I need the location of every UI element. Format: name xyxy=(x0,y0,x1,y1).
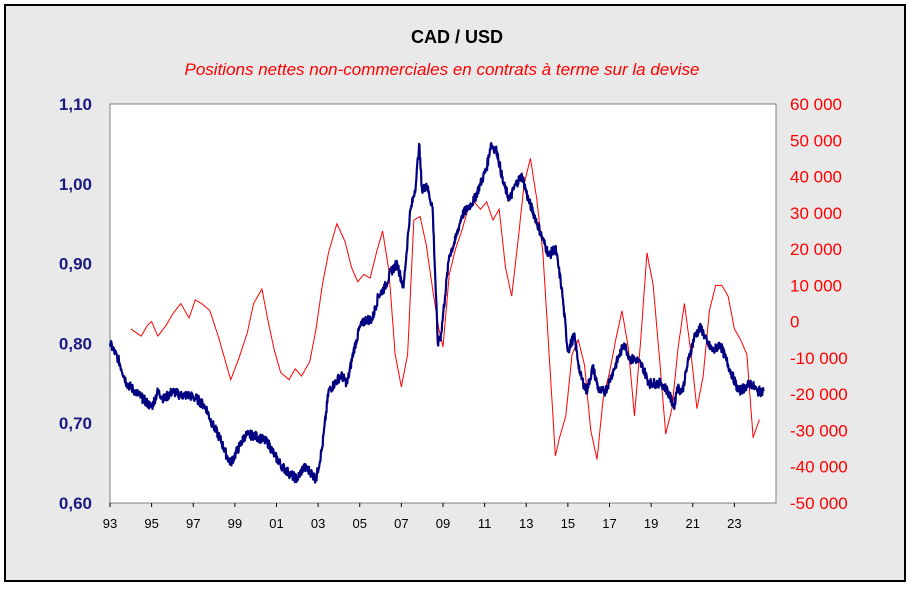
x-tick-label: 19 xyxy=(644,516,658,531)
y-right-tick-label: 10 000 xyxy=(790,276,842,295)
y-right-tick-label: 30 000 xyxy=(790,204,842,223)
x-tick-label: 21 xyxy=(686,516,700,531)
y-left-tick-label: 0,70 xyxy=(59,414,92,433)
x-tick-label: 99 xyxy=(228,516,242,531)
series-line-positions xyxy=(130,158,760,460)
x-tick-label: 01 xyxy=(269,516,283,531)
y-right-tick-label: 0 xyxy=(790,313,799,332)
x-tick-label: 03 xyxy=(311,516,325,531)
series-layer xyxy=(108,142,765,484)
x-tick-label: 13 xyxy=(519,516,533,531)
x-tick-label: 07 xyxy=(394,516,408,531)
plot-area xyxy=(109,103,777,504)
x-tick-label: 95 xyxy=(144,516,158,531)
series-line-cadusd xyxy=(108,142,765,484)
x-tick-label: 97 xyxy=(186,516,200,531)
x-tick-label: 23 xyxy=(727,516,741,531)
y-right-tick-label: -20 000 xyxy=(790,385,848,404)
x-tick-label: 93 xyxy=(103,516,117,531)
y-right-tick-label: 60 000 xyxy=(790,95,842,114)
y-right-tick-label: -50 000 xyxy=(790,494,848,513)
y-right-tick-label: 50 000 xyxy=(790,131,842,150)
x-tick-label: 15 xyxy=(561,516,575,531)
y-left-tick-label: 0,90 xyxy=(59,255,92,274)
y-right-tick-label: 40 000 xyxy=(790,168,842,187)
y-right-tick-label: -30 000 xyxy=(790,421,848,440)
x-tick-label: 17 xyxy=(602,516,616,531)
y-left-tick-label: 1,00 xyxy=(59,175,92,194)
x-tick-label: 05 xyxy=(353,516,367,531)
y-left-tick-label: 0,80 xyxy=(59,334,92,353)
chart-subtitle: Positions nettes non-commerciales en con… xyxy=(184,60,700,79)
y-right-tick-label: -10 000 xyxy=(790,349,848,368)
chart-title: CAD / USD xyxy=(410,27,503,47)
x-tick-label: 11 xyxy=(478,516,492,531)
axis-layer: 0,60 0,70 0,80 0,90 1,00 1,10 -50 000 -40 000 -3… xyxy=(59,95,848,531)
y-left-tick-label: 1,10 xyxy=(59,95,92,114)
y-left-tick-label: 0,60 xyxy=(59,494,92,513)
y-right-tick-label: -40 000 xyxy=(790,458,848,477)
y-right-tick-label: 20 000 xyxy=(790,240,842,259)
x-tick-label: 09 xyxy=(436,516,450,531)
